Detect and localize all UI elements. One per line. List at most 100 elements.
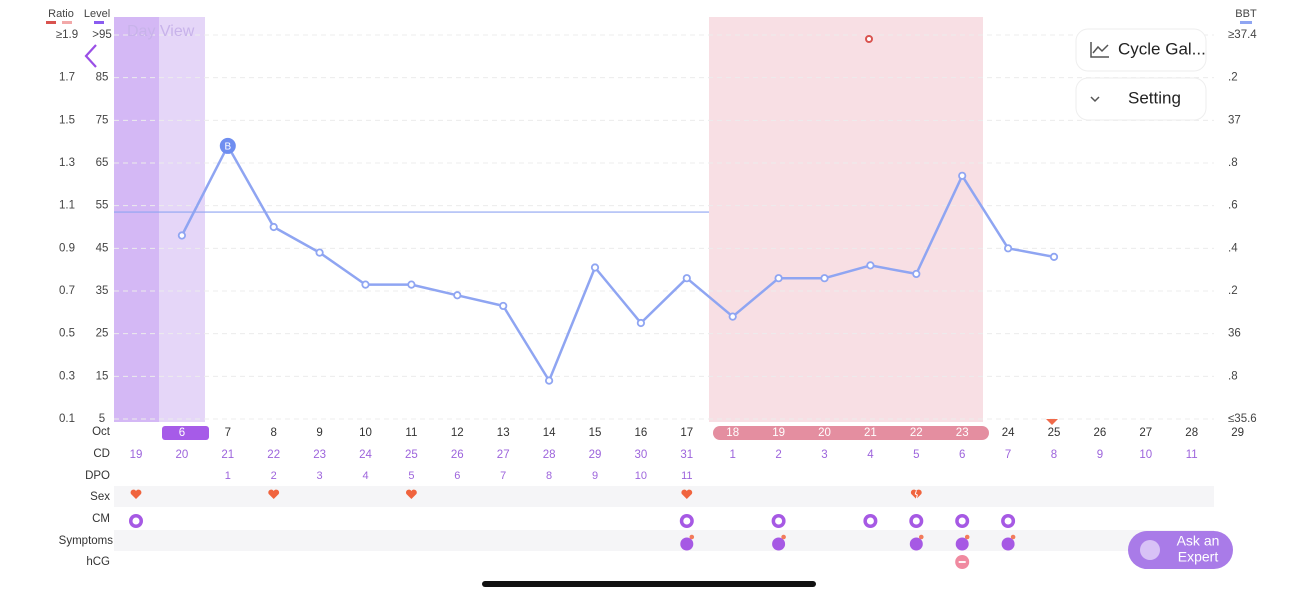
setting-button[interactable] — [1075, 77, 1207, 121]
cd-label: 4 — [867, 449, 874, 461]
bbt-point — [499, 301, 508, 311]
row-label: hCG — [86, 556, 110, 568]
row-label: CM — [92, 513, 110, 525]
date-label: 12 — [451, 427, 464, 439]
cm-icon-inner — [958, 517, 966, 525]
dpo-label: 11 — [681, 470, 692, 482]
cd-label: 21 — [221, 449, 234, 461]
ask-expert-button[interactable] — [1128, 531, 1233, 569]
cd-label: 23 — [313, 449, 326, 461]
cd-label: 29 — [589, 449, 602, 461]
day-view-label: Day View — [127, 23, 195, 40]
ratio-tick-label: 1.7 — [59, 72, 75, 84]
ratio-tick-label: ≥1.9 — [56, 29, 78, 41]
dpo-label: 9 — [592, 470, 598, 482]
row-stripe — [114, 530, 1214, 551]
dpo-label: 1 — [225, 470, 231, 482]
bbt-point — [682, 274, 691, 283]
bbt-point — [774, 274, 783, 283]
expert-icon — [1140, 540, 1160, 560]
bbt-point — [728, 312, 737, 321]
heart-icon — [130, 489, 142, 499]
home-indicator — [482, 581, 816, 587]
bbt-point — [544, 376, 554, 385]
cycle-gallery-text: Cycle Gal... — [1118, 39, 1206, 58]
date-label: 27 — [1139, 427, 1152, 439]
date-label: 14 — [543, 427, 556, 439]
bbt-tick-label: ≤35.6 — [1228, 413, 1257, 425]
row-stripe — [114, 486, 1214, 507]
cd-label: 8 — [1051, 449, 1057, 461]
symptom-dot — [919, 534, 924, 540]
bbt-point — [315, 248, 324, 257]
date-label: 15 — [589, 427, 602, 439]
cm-icon-inner — [912, 517, 920, 525]
marker — [865, 35, 873, 43]
cd-label: 19 — [130, 449, 143, 461]
back-icon — [84, 44, 97, 68]
heart-icon — [405, 489, 417, 499]
legend-swatch — [94, 21, 104, 24]
cd-label: 26 — [451, 449, 464, 461]
row-label: DPO — [85, 470, 110, 482]
row-label: Sex — [90, 491, 110, 503]
cd-label: 20 — [176, 449, 189, 461]
bbt-point — [820, 274, 829, 283]
cd-label: 9 — [1097, 449, 1103, 461]
level-tick-label: 85 — [96, 72, 109, 84]
chevron-icon — [1090, 96, 1100, 103]
cm-icon-inner — [775, 517, 783, 525]
cm-icon-inner — [132, 517, 140, 525]
date-highlight — [713, 426, 989, 440]
date-label: 8 — [270, 427, 276, 439]
row-label: CD — [93, 448, 110, 460]
date-label: 6 — [179, 427, 185, 439]
level-tick-label: 25 — [96, 328, 109, 340]
bbt-tick-label: ≥37.4 — [1228, 29, 1257, 41]
symptom-icon — [1001, 537, 1015, 551]
bbt-tick-label: .2 — [1228, 72, 1238, 84]
level-tick-label: >95 — [92, 29, 112, 41]
ratio-tick-label: 1.5 — [59, 114, 75, 126]
symptom-dot — [689, 534, 695, 540]
ask-expert-text: Ask an — [1177, 533, 1220, 549]
legend-swatch — [46, 21, 56, 24]
level-tick-label: 35 — [96, 285, 109, 297]
bbt-tick-label: .8 — [1228, 370, 1238, 382]
dpo-label: 7 — [500, 470, 506, 482]
date-label: 13 — [497, 427, 510, 439]
dpo-label: 4 — [362, 470, 368, 482]
dpo-label: 2 — [271, 470, 277, 482]
back-button[interactable] — [72, 37, 110, 75]
fertile-band — [114, 17, 159, 422]
date-label: 23 — [956, 427, 969, 439]
level-tick-label: 5 — [99, 413, 105, 425]
date-label: 29 — [1231, 427, 1244, 439]
date-label: 22 — [910, 427, 923, 439]
ovulation-point — [219, 137, 236, 154]
date-label: 28 — [1185, 427, 1198, 439]
cm-icon-inner — [866, 517, 874, 525]
ratio-tick-label: 0.7 — [59, 285, 75, 297]
dpo-label: 3 — [317, 470, 323, 482]
bbt-tick-label: .2 — [1228, 285, 1238, 297]
level-tick-label: 45 — [96, 242, 109, 254]
date-label: 16 — [635, 427, 648, 439]
crack — [914, 490, 918, 500]
level-tick-label: 55 — [96, 200, 109, 212]
bbt-point — [1049, 252, 1059, 261]
date-label: 7 — [225, 427, 231, 439]
symptom-dot — [781, 534, 786, 540]
dpo-label: 8 — [546, 470, 552, 482]
date-label: 9 — [316, 427, 322, 439]
symptom-icon — [772, 537, 786, 551]
today-marker — [1046, 419, 1058, 425]
bbt-point — [453, 291, 462, 300]
chart-icon — [1090, 42, 1109, 58]
cycle-gallery-button[interactable] — [1075, 28, 1207, 72]
bbt-point — [407, 280, 416, 289]
date-label: 24 — [1002, 427, 1015, 439]
row-label: Symptoms — [59, 535, 114, 547]
dpo-label: 10 — [635, 470, 647, 482]
